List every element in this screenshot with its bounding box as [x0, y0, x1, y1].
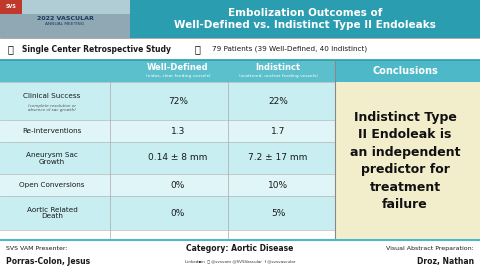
Text: Visual Abstract Preparation:: Visual Abstract Preparation:: [386, 246, 474, 251]
Text: (nidus, clear feeding vessels): (nidus, clear feeding vessels): [146, 75, 210, 79]
Bar: [130, 0, 480, 38]
Text: 1.7: 1.7: [271, 127, 285, 136]
Bar: [335, 82, 480, 240]
Text: Clinical Success: Clinical Success: [24, 93, 81, 99]
Text: 7.2 ± 17 mm: 7.2 ± 17 mm: [248, 154, 308, 163]
Text: Porras-Colon, Jesus: Porras-Colon, Jesus: [6, 257, 90, 266]
Text: 79 Patients (39 Well-Defined, 40 Indistinct): 79 Patients (39 Well-Defined, 40 Indisti…: [212, 46, 367, 52]
Text: 2022 VASCULAR: 2022 VASCULAR: [36, 15, 94, 21]
Bar: [0, 0, 22, 14]
Text: Single Center Retrospective Study: Single Center Retrospective Study: [22, 45, 171, 53]
Text: SVS: SVS: [6, 5, 16, 9]
Text: Aortic Related
Death: Aortic Related Death: [26, 207, 77, 220]
Text: 0.14 ± 8 mm: 0.14 ± 8 mm: [148, 154, 208, 163]
Text: Well-Defined: Well-Defined: [147, 63, 209, 72]
Bar: [0, 0, 130, 38]
Text: 👥: 👥: [195, 44, 201, 54]
Bar: [0, 60, 335, 82]
Text: 22%: 22%: [268, 96, 288, 106]
Bar: [0, 174, 335, 196]
Text: 0%: 0%: [171, 208, 185, 218]
Text: Indistinct Type
II Endoleak is
an independent
predictor for
treatment
failure: Indistinct Type II Endoleak is an indepe…: [350, 111, 460, 211]
Text: Re-interventions: Re-interventions: [22, 128, 82, 134]
Bar: [0, 196, 335, 230]
Text: Aneurysm Sac
Growth: Aneurysm Sac Growth: [26, 151, 78, 164]
Text: (scattered, unclear feeding vessels): (scattered, unclear feeding vessels): [239, 75, 317, 79]
Text: SVS VAM Presenter:: SVS VAM Presenter:: [6, 246, 68, 251]
Text: Embolization Outcomes of
Well-Defined vs. Indistinct Type II Endoleaks: Embolization Outcomes of Well-Defined vs…: [174, 8, 436, 31]
Bar: [0, 14, 130, 38]
Text: ANNUAL MEETING: ANNUAL MEETING: [46, 22, 84, 26]
Bar: [335, 60, 480, 82]
Text: 1.3: 1.3: [171, 127, 185, 136]
Bar: [0, 38, 480, 60]
Bar: [0, 142, 335, 174]
Bar: [0, 120, 335, 142]
Text: Open Conversions: Open Conversions: [19, 182, 85, 188]
Text: 10%: 10%: [268, 181, 288, 190]
Text: Conclusions: Conclusions: [372, 66, 438, 76]
Text: Category: Aortic Disease: Category: Aortic Disease: [186, 244, 294, 253]
Text: Droz, Nathan: Droz, Nathan: [417, 257, 474, 266]
Text: Linked▪in  🐦 @svsvam @SVSVascular  f @svsvascular: Linked▪in 🐦 @svsvam @SVSVascular f @svsv…: [185, 259, 295, 264]
Text: Indistinct: Indistinct: [255, 63, 300, 72]
Text: (complete resolution or
absence of sac growth): (complete resolution or absence of sac g…: [28, 103, 76, 112]
Text: 72%: 72%: [168, 96, 188, 106]
Bar: [0, 240, 480, 270]
Text: 📋: 📋: [8, 44, 14, 54]
Bar: [0, 82, 335, 120]
Text: 5%: 5%: [271, 208, 285, 218]
Text: 0%: 0%: [171, 181, 185, 190]
